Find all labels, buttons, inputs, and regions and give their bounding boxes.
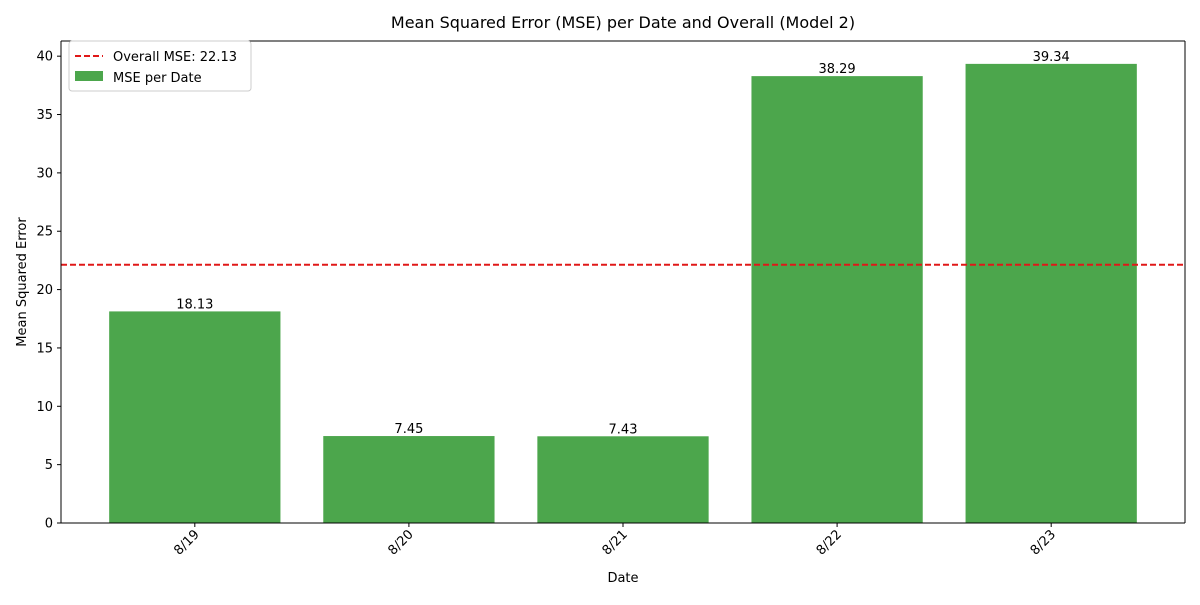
x-tick-label-8-23: 8/23 xyxy=(1028,527,1059,558)
x-axis-label: Date xyxy=(607,571,638,586)
x-tick-label-8-22: 8/22 xyxy=(814,527,845,558)
y-tick-label-10: 10 xyxy=(36,400,53,415)
legend-box xyxy=(68,40,252,92)
legend-bar-label: MSE per Date xyxy=(113,71,202,86)
y-tick-label-40: 40 xyxy=(36,50,53,65)
y-tick-label-30: 30 xyxy=(36,166,53,181)
bar-8-23 xyxy=(965,63,1137,524)
bar-8-20 xyxy=(323,436,495,523)
legend: Overall MSE: 22.13 MSE per Date xyxy=(68,40,252,92)
bar-8-19 xyxy=(109,311,281,523)
y-tick-label-25: 25 xyxy=(36,225,53,240)
legend-bar-swatch xyxy=(75,71,103,81)
y-tick-label-0: 0 xyxy=(45,517,53,532)
bars-layer xyxy=(109,63,1137,524)
y-tick-label-15: 15 xyxy=(36,341,53,356)
bar-8-21 xyxy=(537,436,709,523)
data-label-8-19: 18.13 xyxy=(176,297,213,312)
x-tick-label-8-19: 8/19 xyxy=(171,527,202,558)
x-tick-label-8-20: 8/20 xyxy=(385,527,416,558)
data-label-8-20: 7.45 xyxy=(394,422,423,437)
chart-title: Mean Squared Error (MSE) per Date and Ov… xyxy=(391,13,855,32)
data-label-8-22: 38.29 xyxy=(818,62,855,77)
bar-8-22 xyxy=(751,76,923,523)
data-labels-layer: 18.13 7.45 7.43 38.29 39.34 xyxy=(176,50,1070,437)
data-label-8-21: 7.43 xyxy=(609,422,638,437)
y-tick-label-5: 5 xyxy=(45,458,53,473)
y-axis-label: Mean Squared Error xyxy=(15,217,30,347)
y-tick-label-20: 20 xyxy=(36,283,53,298)
data-label-8-23: 39.34 xyxy=(1033,50,1070,65)
legend-reference-line-label: Overall MSE: 22.13 xyxy=(113,50,237,65)
x-tick-label-8-21: 8/21 xyxy=(600,527,631,558)
y-tick-label-35: 35 xyxy=(36,108,53,123)
